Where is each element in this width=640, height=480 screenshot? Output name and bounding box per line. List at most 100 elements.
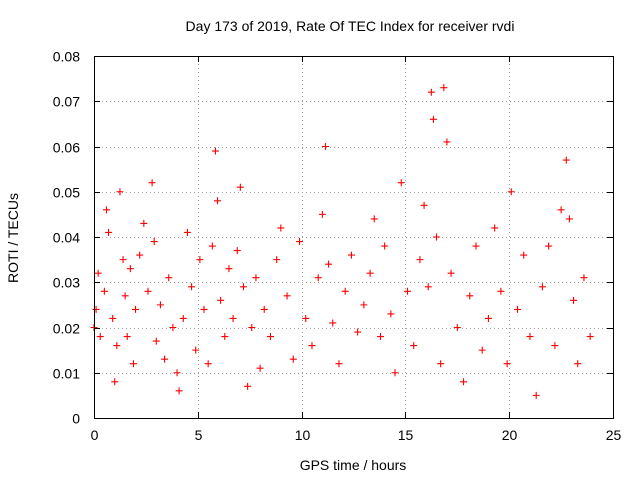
x-axis-label: GPS time / hours bbox=[300, 457, 407, 473]
data-point bbox=[144, 287, 152, 295]
data-point bbox=[266, 333, 274, 341]
data-point bbox=[440, 84, 448, 92]
data-point bbox=[169, 324, 177, 331]
y-tick-label: 0.01 bbox=[53, 366, 80, 382]
data-point bbox=[214, 197, 222, 205]
data-point bbox=[277, 224, 285, 232]
data-point bbox=[478, 346, 486, 354]
data-point bbox=[410, 342, 418, 350]
data-point bbox=[497, 287, 505, 295]
grid-lines bbox=[94, 56, 613, 418]
data-point bbox=[92, 305, 100, 313]
data-point bbox=[551, 342, 559, 350]
data-point bbox=[100, 287, 108, 295]
data-point bbox=[526, 333, 534, 341]
data-point bbox=[565, 215, 573, 223]
data-point bbox=[188, 283, 196, 291]
y-axis-label: ROTI / TECUs bbox=[5, 193, 21, 283]
data-point bbox=[570, 296, 578, 304]
y-tick-label: 0 bbox=[72, 411, 80, 427]
data-point bbox=[545, 242, 553, 250]
data-point bbox=[538, 283, 546, 291]
data-point bbox=[532, 391, 540, 399]
data-point bbox=[121, 292, 129, 300]
data-point bbox=[429, 115, 437, 123]
data-point bbox=[366, 269, 374, 277]
data-point bbox=[460, 378, 468, 386]
data-point bbox=[360, 301, 368, 309]
data-point bbox=[229, 314, 237, 322]
data-point bbox=[370, 215, 378, 223]
data-point bbox=[318, 210, 326, 218]
data-point bbox=[437, 360, 445, 368]
data-point bbox=[132, 305, 140, 313]
data-point bbox=[200, 305, 208, 313]
data-point bbox=[403, 287, 411, 295]
data-point bbox=[329, 319, 337, 327]
data-point bbox=[244, 382, 252, 390]
data-point bbox=[148, 179, 156, 187]
data-point bbox=[116, 188, 124, 196]
data-point bbox=[129, 360, 137, 368]
data-point bbox=[321, 143, 329, 150]
data-point bbox=[204, 360, 212, 368]
data-point bbox=[347, 251, 355, 259]
y-tick-label: 0.02 bbox=[53, 321, 80, 337]
data-point bbox=[296, 238, 304, 246]
data-point bbox=[289, 355, 297, 363]
data-point bbox=[520, 251, 528, 259]
data-point bbox=[111, 378, 119, 386]
axis-ticks: 0 5 10 15 20 25 0 0.01 0.02 0.03 0.04 0.05 0.06 0.07 0… bbox=[53, 49, 622, 444]
data-point bbox=[183, 228, 191, 236]
data-point bbox=[196, 256, 204, 264]
data-point bbox=[376, 333, 384, 341]
data-point bbox=[433, 233, 441, 241]
data-point bbox=[175, 387, 183, 395]
data-point bbox=[173, 369, 181, 377]
x-tick-label: 20 bbox=[502, 427, 518, 443]
data-point bbox=[335, 360, 343, 368]
data-point bbox=[484, 314, 492, 322]
data-point bbox=[562, 156, 570, 164]
x-tick-label: 10 bbox=[295, 427, 311, 443]
data-point bbox=[217, 296, 225, 304]
data-point bbox=[491, 224, 499, 232]
data-point bbox=[256, 364, 264, 372]
y-tick-label: 0.05 bbox=[53, 185, 80, 201]
data-point bbox=[140, 219, 148, 227]
data-point bbox=[105, 228, 113, 236]
data-point bbox=[302, 314, 310, 322]
y-tick-label: 0.08 bbox=[53, 49, 80, 65]
data-point bbox=[165, 274, 173, 282]
data-point bbox=[136, 251, 144, 259]
data-point bbox=[192, 346, 200, 354]
data-point bbox=[236, 183, 244, 191]
data-point bbox=[453, 324, 461, 331]
data-points bbox=[90, 84, 594, 399]
data-point bbox=[283, 292, 291, 300]
data-point bbox=[239, 283, 247, 291]
data-point bbox=[503, 360, 511, 368]
data-point bbox=[221, 333, 229, 341]
x-tick-label: 0 bbox=[91, 427, 99, 443]
data-point bbox=[113, 342, 121, 350]
data-point bbox=[447, 269, 455, 277]
x-tick-label: 15 bbox=[398, 427, 414, 443]
data-point bbox=[208, 242, 216, 250]
data-point bbox=[586, 333, 594, 341]
data-point bbox=[308, 342, 316, 350]
data-point bbox=[427, 88, 435, 96]
data-point bbox=[123, 333, 131, 341]
data-point bbox=[391, 369, 399, 377]
data-point bbox=[424, 283, 432, 291]
y-tick-label: 0.03 bbox=[53, 275, 80, 291]
data-point bbox=[119, 256, 127, 264]
data-point bbox=[156, 301, 164, 309]
x-tick-label: 5 bbox=[195, 427, 203, 443]
data-point bbox=[387, 310, 395, 318]
data-point bbox=[161, 355, 169, 363]
data-point bbox=[397, 179, 405, 187]
data-point bbox=[225, 265, 233, 273]
data-point bbox=[126, 265, 134, 273]
